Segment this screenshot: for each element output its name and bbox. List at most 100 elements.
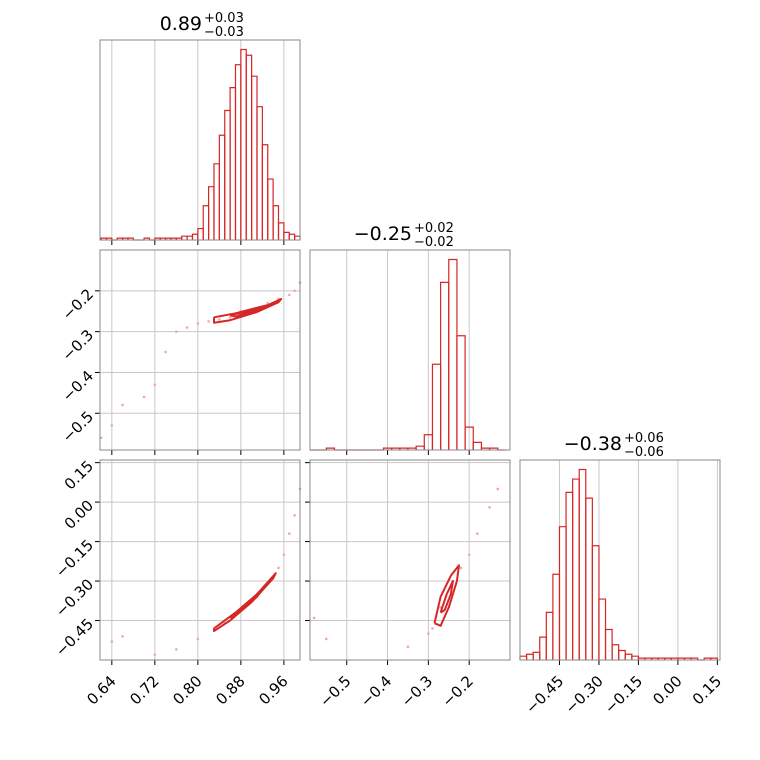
x-tick-label: −0.30 — [562, 672, 607, 717]
histogram-bin — [325, 447, 336, 450]
sample-point — [121, 635, 124, 638]
sample-point — [218, 318, 221, 321]
density-contour — [229, 587, 264, 619]
histogram-bin — [186, 235, 194, 240]
histogram-bin — [143, 237, 151, 240]
histogram-bin — [591, 545, 600, 660]
sample-point — [185, 326, 189, 329]
histogram-bin — [578, 468, 587, 660]
histogram-bin — [208, 186, 215, 240]
y-tick-label: −0.30 — [52, 575, 97, 620]
y-tick-label: −0.2 — [59, 285, 97, 323]
sample-point — [476, 532, 479, 535]
sample-point — [228, 316, 232, 319]
x-tick-label: 0.96 — [255, 672, 291, 708]
sample-point — [325, 637, 328, 641]
histogram-bin — [202, 205, 210, 240]
histogram-bin — [277, 222, 285, 240]
histogram-bin — [545, 611, 554, 660]
sample-point — [293, 289, 296, 293]
histogram-bin — [294, 235, 301, 240]
histogram-bin — [572, 478, 580, 660]
panel-frame — [99, 249, 301, 451]
sample-point — [110, 424, 114, 427]
histogram-bin — [251, 75, 258, 240]
histogram-bin — [710, 657, 718, 660]
x-tick-label: −0.4 — [357, 672, 395, 710]
histogram-bin — [539, 636, 547, 660]
histogram-bin — [267, 178, 274, 240]
title-upper-error: +0.02 — [414, 221, 454, 236]
histogram-bin — [565, 491, 574, 660]
histogram-bin — [224, 109, 231, 240]
panel-frame — [519, 459, 721, 661]
histogram-bin — [213, 163, 220, 240]
y-tick-label: −0.3 — [59, 326, 97, 364]
histogram-bin — [618, 649, 626, 660]
histogram-bin — [519, 655, 528, 660]
histogram-bin — [532, 651, 541, 660]
histogram-bin — [234, 64, 242, 240]
histogram-bin — [229, 87, 237, 240]
sample-point — [175, 648, 178, 651]
sample-point — [427, 632, 430, 635]
histogram-bin — [218, 134, 226, 240]
histogram-bin — [464, 426, 474, 450]
y-tick-label: −0.45 — [52, 615, 97, 660]
histogram-bin — [245, 54, 253, 240]
x-tick-label: −0.15 — [601, 672, 646, 717]
histogram-bin — [181, 235, 188, 240]
histogram-bin — [558, 526, 567, 660]
panel-frame — [309, 249, 511, 451]
x-tick-label: 0.80 — [169, 672, 205, 708]
density-contour — [439, 580, 454, 614]
sample-point — [488, 506, 491, 509]
histogram-bin — [240, 48, 247, 240]
title-lower-error: −0.03 — [204, 25, 244, 40]
sample-point — [207, 320, 210, 323]
sample-point — [175, 330, 178, 333]
x-tick-label: 0.64 — [83, 672, 119, 708]
histogram-bin — [197, 227, 204, 240]
histogram-bin — [690, 657, 699, 660]
histogram-bin — [525, 653, 534, 660]
histogram-bin — [283, 231, 290, 240]
panel-frame — [99, 39, 301, 241]
x-tick-label: −0.3 — [398, 672, 436, 710]
histogram-bin — [431, 363, 442, 450]
sample-point — [153, 383, 157, 386]
density-contour — [213, 298, 283, 324]
x-tick-label: 0.88 — [212, 672, 248, 708]
sample-point — [467, 553, 471, 557]
sample-point — [287, 532, 291, 535]
histogram-bin — [611, 644, 620, 660]
histogram-bin — [552, 573, 561, 660]
histogram-bin — [585, 497, 593, 660]
sample-point — [277, 566, 280, 570]
sample-point — [293, 513, 296, 517]
panel-title: −0.25 — [354, 223, 412, 245]
y-tick-label: −0.5 — [59, 408, 97, 446]
density-contour — [213, 572, 277, 633]
x-tick-label: 0.72 — [126, 672, 162, 708]
sample-point — [287, 293, 291, 297]
histogram-bin — [191, 233, 199, 240]
histogram-bin — [105, 237, 113, 240]
panel-frame — [309, 459, 511, 661]
y-tick-label: 0.15 — [61, 457, 97, 493]
title-lower-error: −0.06 — [624, 445, 664, 460]
histogram-bin — [472, 441, 483, 450]
panel-title: 0.89 — [160, 13, 202, 35]
histogram-bin — [127, 237, 134, 240]
y-tick-label: −0.4 — [59, 367, 97, 405]
panel-title: −0.38 — [564, 433, 622, 455]
histogram-bin — [598, 598, 607, 660]
histogram-bin — [456, 335, 466, 450]
x-tick-label: 0.15 — [689, 672, 725, 708]
density-contour — [229, 305, 269, 318]
histogram-bin — [288, 233, 296, 240]
y-tick-label: 0.00 — [61, 496, 97, 532]
histogram-bin — [631, 655, 640, 660]
histogram-bin — [488, 447, 499, 450]
